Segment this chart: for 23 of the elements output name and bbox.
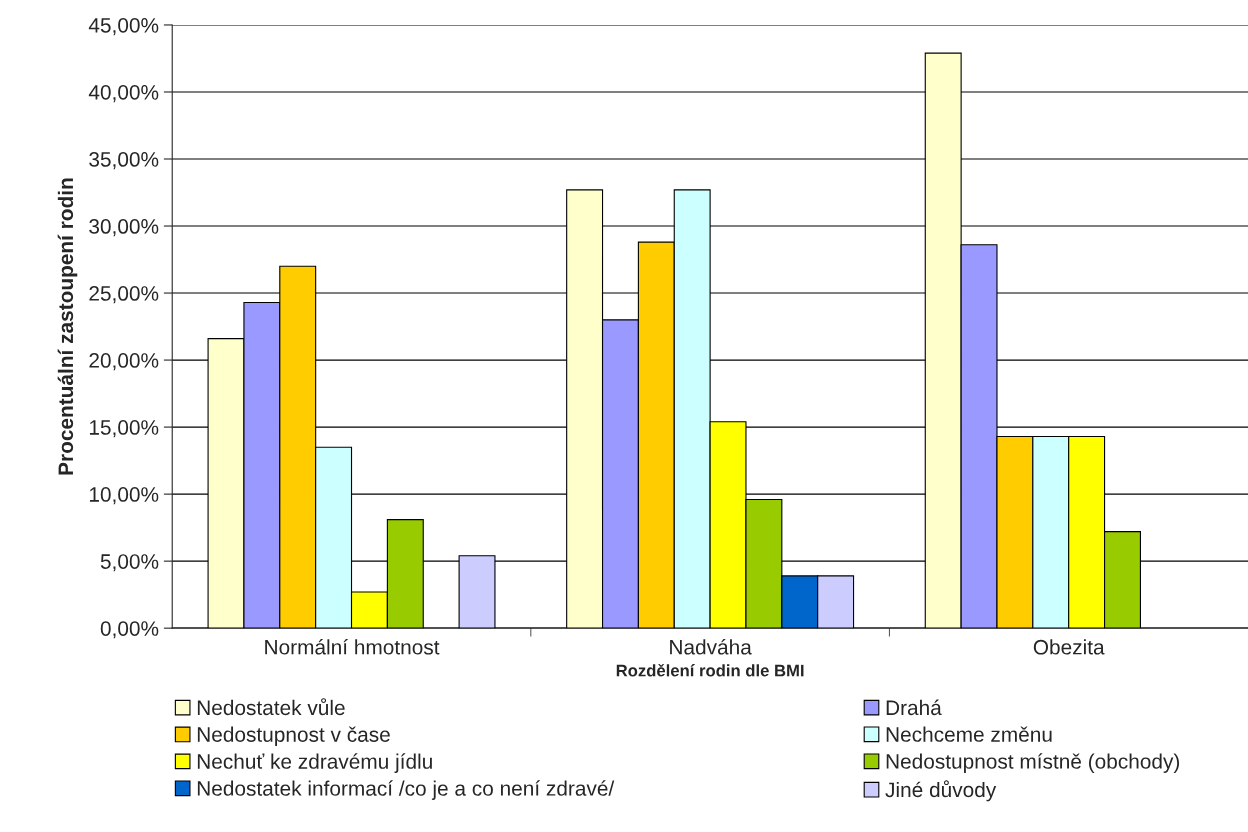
- y-tick-label: 15,00%: [89, 420, 159, 438]
- x-tick-label: Obezita: [1033, 639, 1105, 655]
- legend-label: Nedostupnost místně (obchody): [886, 753, 1180, 773]
- y-tick-label: 20,00%: [89, 353, 159, 371]
- y-tick-label: 30,00%: [89, 219, 159, 237]
- y-tick-label: 25,00%: [89, 286, 159, 304]
- y-tick-label: 45,00%: [88, 17, 159, 36]
- legend-label: Nedostatek vůle: [197, 698, 345, 716]
- x-tick-label: Nadváha: [670, 639, 752, 655]
- legend-label: Jiné důvody: [885, 780, 997, 802]
- y-tick-label: 40,00%: [88, 84, 159, 103]
- y-axis-title: Procentuální zastoupení rodin: [57, 178, 78, 475]
- y-tick-label: 35,00%: [89, 152, 159, 170]
- legend-label: Nechuť ke zdravému jídlu: [197, 753, 432, 773]
- y-tick-label: 10,00%: [89, 487, 159, 505]
- y-tick-label: 5,00%: [100, 554, 159, 572]
- legend-label: Drahá: [886, 699, 942, 716]
- legend-label: Nedostatek informací /co je a co není zdravé/: [197, 780, 615, 800]
- x-tick-label: Normální hmotnost: [265, 639, 440, 655]
- y-tick-label: 0,00%: [100, 621, 159, 639]
- legend-label: Nechceme změnu: [886, 726, 1052, 742]
- x-axis-title: Rozdělení rodin dle BMI: [616, 663, 804, 677]
- legend-label: Nedostupnost v čase: [197, 726, 390, 747]
